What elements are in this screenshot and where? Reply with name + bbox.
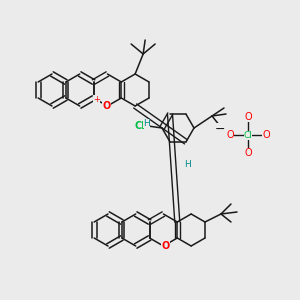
Text: +: +	[93, 94, 100, 103]
Text: O: O	[244, 112, 252, 122]
Text: O: O	[262, 130, 270, 140]
Text: O: O	[244, 148, 252, 158]
Text: H: H	[184, 160, 191, 169]
Text: H: H	[143, 119, 150, 128]
Text: −: −	[215, 122, 225, 136]
Text: Cl: Cl	[135, 121, 146, 131]
Text: O: O	[226, 130, 234, 140]
Text: O: O	[161, 241, 169, 251]
Text: Cl: Cl	[244, 130, 252, 140]
Text: O: O	[102, 101, 111, 111]
